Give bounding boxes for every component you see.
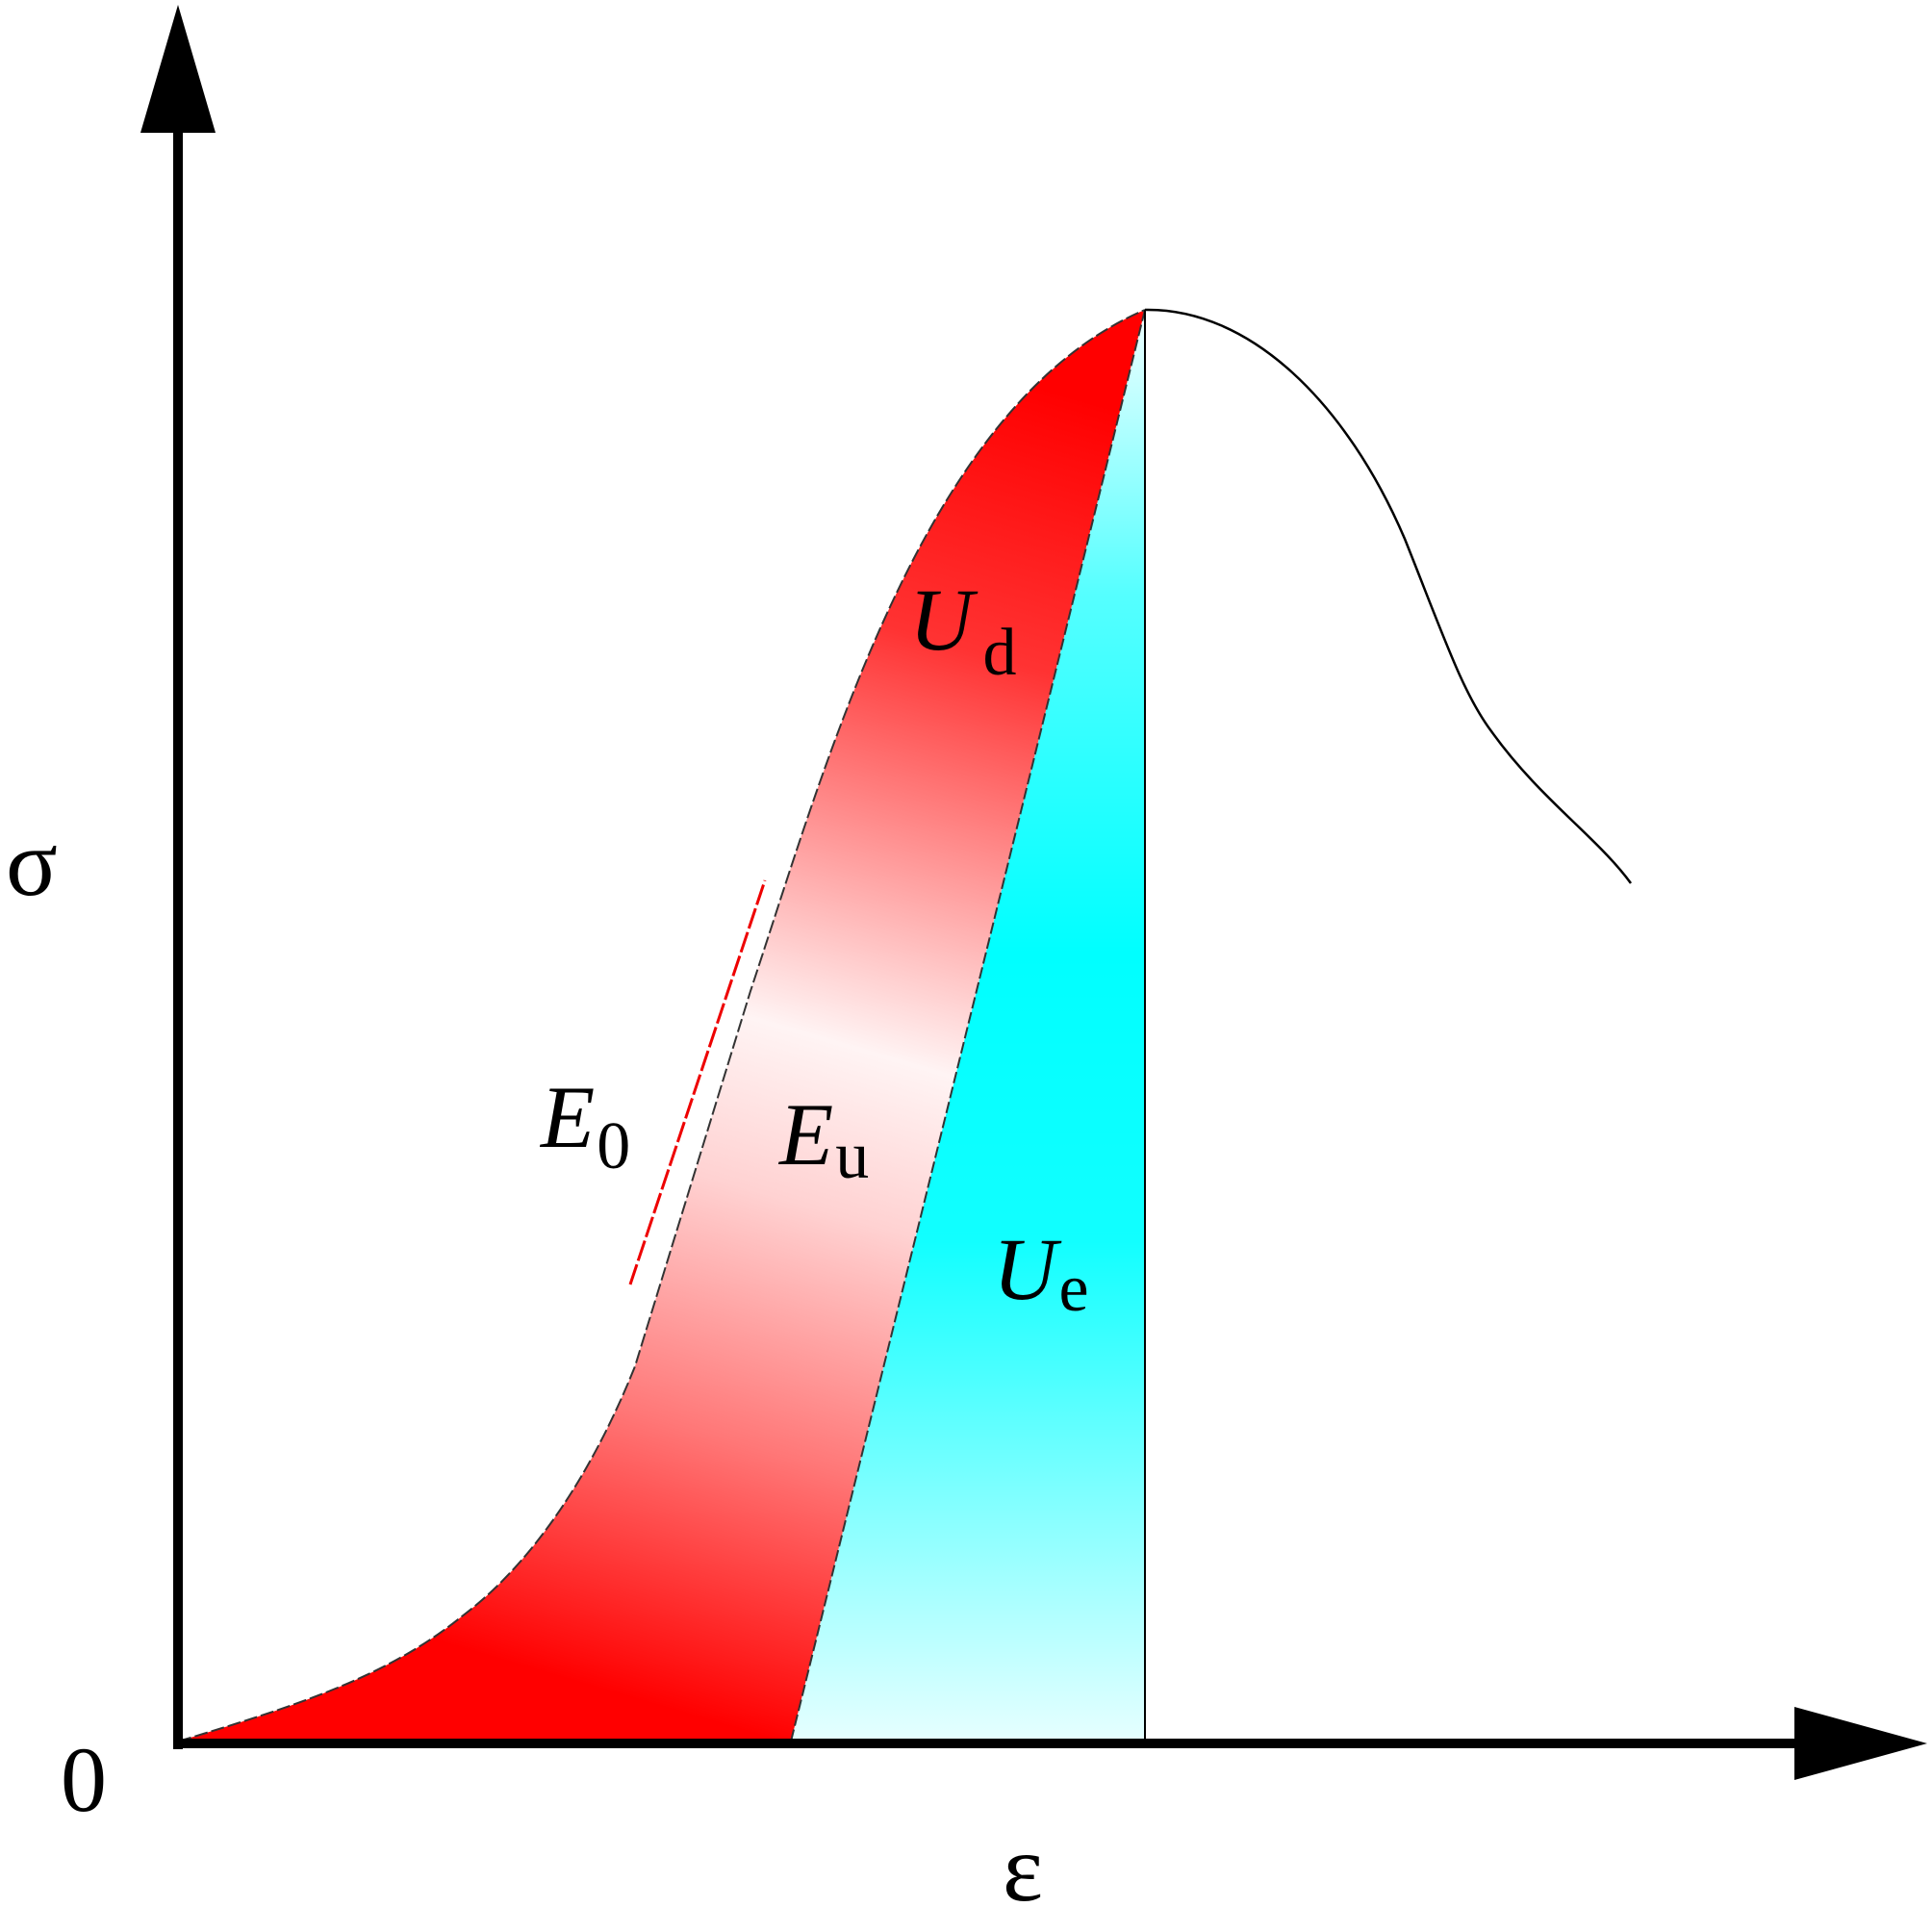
unloading-modulus-subscript: u <box>835 1119 869 1193</box>
elastic-energy-subscript: e <box>1058 1252 1088 1326</box>
post-peak-curve <box>1144 308 1633 884</box>
initial-modulus-subscript: 0 <box>597 1109 630 1183</box>
initial-modulus-line <box>628 879 767 1285</box>
unloading-modulus-label: Eu <box>777 1085 869 1193</box>
elastic-energy-symbol: U <box>993 1220 1062 1318</box>
initial-modulus-label: E0 <box>539 1068 630 1183</box>
y-axis-label: σ <box>6 809 58 916</box>
dissipated-energy-symbol: U <box>909 571 979 669</box>
y-axis-arrow <box>140 5 216 133</box>
unloading-modulus-symbol: E <box>777 1085 833 1183</box>
x-axis-arrow <box>1794 1707 1927 1780</box>
elastic-energy-label: Ue <box>993 1220 1089 1326</box>
dissipated-energy-region <box>178 310 1145 1742</box>
loading-curve <box>177 309 1146 1742</box>
initial-modulus-symbol: E <box>539 1068 595 1166</box>
dissipated-energy-subscript: d <box>982 616 1016 690</box>
x-axis-label: ε <box>1003 1815 1043 1907</box>
origin-label: 0 <box>61 1728 107 1831</box>
